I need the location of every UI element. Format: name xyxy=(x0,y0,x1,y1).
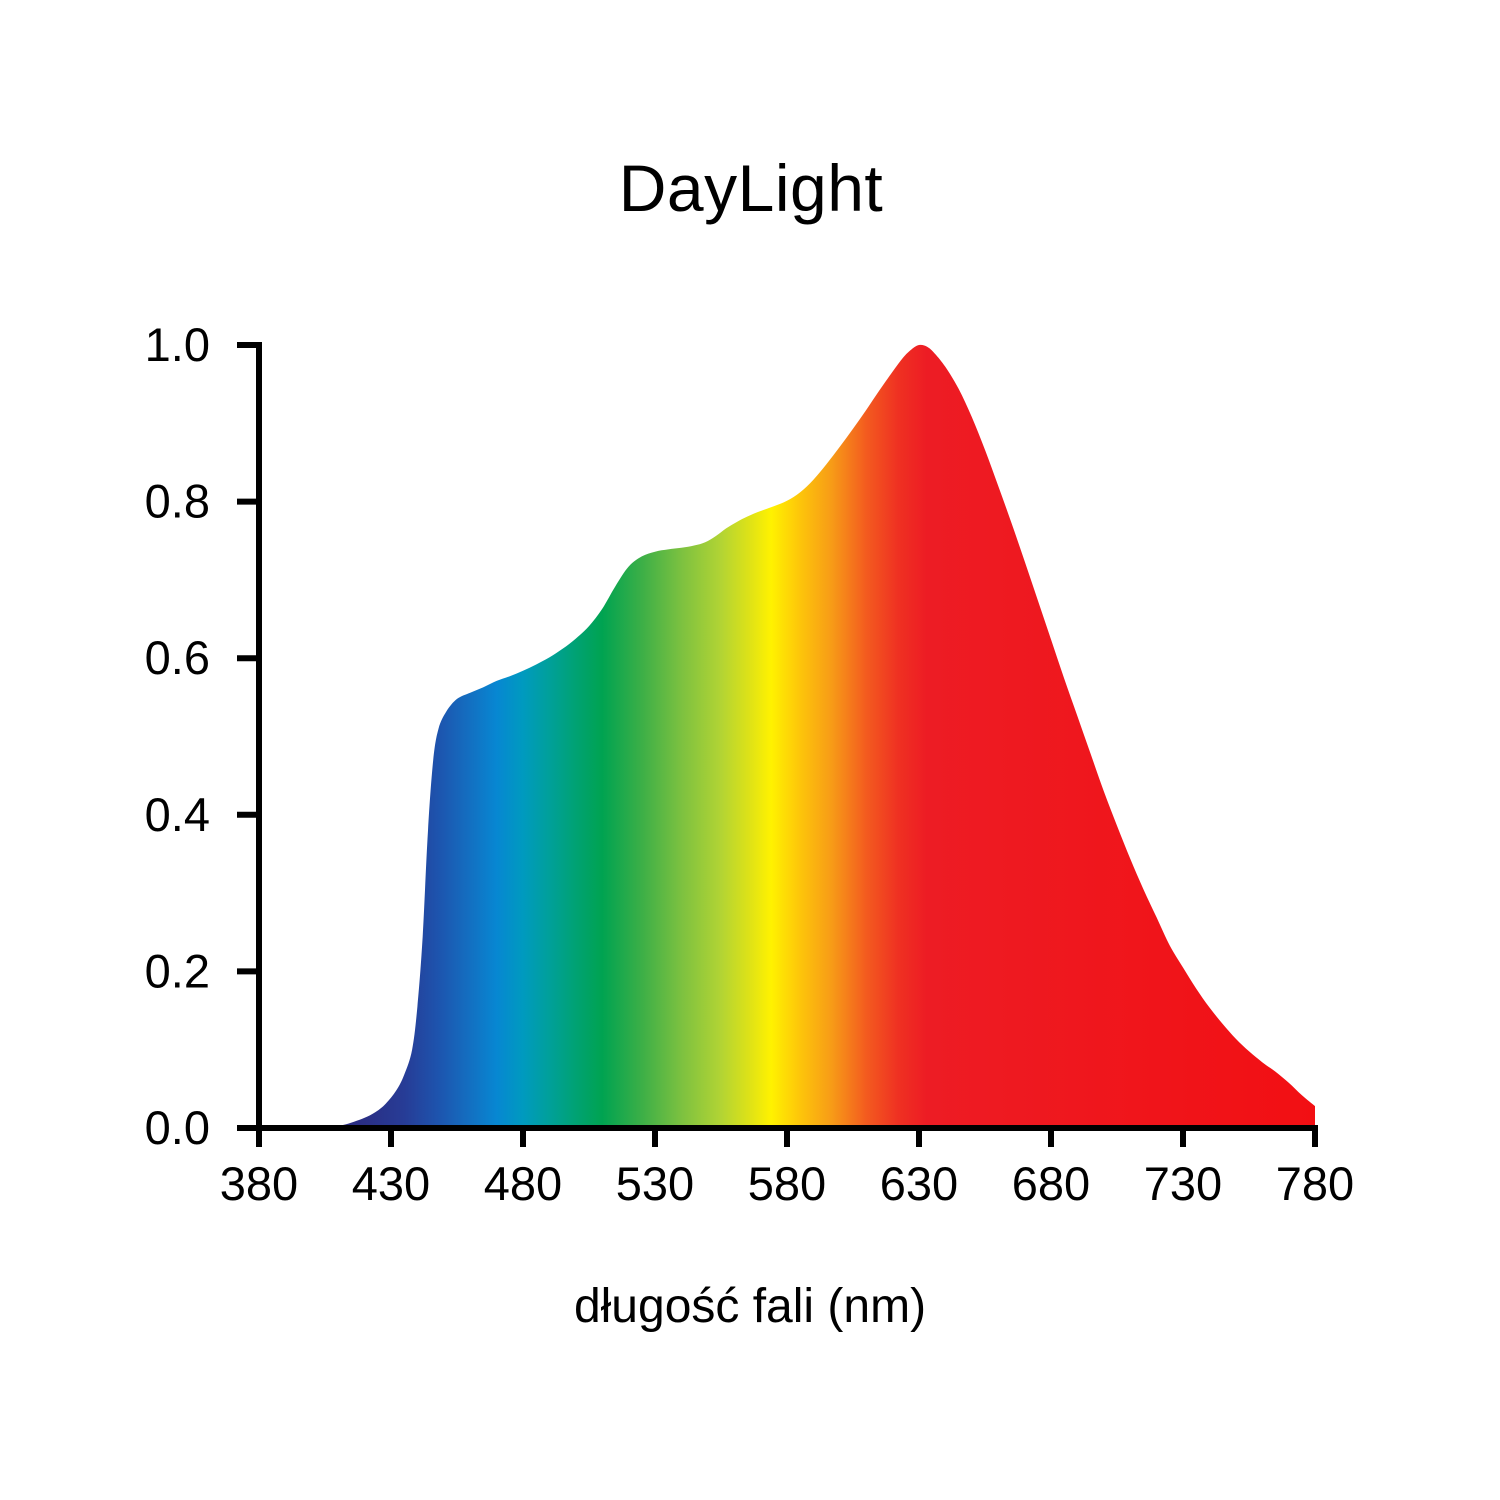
y-tick-label-0.0: 0.0 xyxy=(145,1101,210,1154)
chart-title: DayLight xyxy=(619,151,884,225)
y-tick-label-0.6: 0.6 xyxy=(145,631,210,684)
x-tick-label-480: 480 xyxy=(484,1157,562,1210)
y-tick-label-0.4: 0.4 xyxy=(145,788,210,841)
x-axis-ticks: 380 430 480 530 580 630 680 730 780 xyxy=(220,1128,1354,1210)
spectrum-area-fill xyxy=(325,344,1315,1128)
x-tick-label-730: 730 xyxy=(1144,1157,1222,1210)
y-axis-ticks: 0.0 0.2 0.4 0.6 0.8 1.0 xyxy=(145,318,259,1154)
y-tick-label-0.8: 0.8 xyxy=(145,475,210,528)
x-tick-label-530: 530 xyxy=(616,1157,694,1210)
x-tick-label-630: 630 xyxy=(880,1157,958,1210)
x-tick-label-680: 680 xyxy=(1012,1157,1090,1210)
x-tick-label-580: 580 xyxy=(748,1157,826,1210)
x-tick-label-780: 780 xyxy=(1276,1157,1354,1210)
y-tick-label-0.2: 0.2 xyxy=(145,944,210,997)
x-axis-title: długość fali (nm) xyxy=(574,1280,926,1333)
x-tick-label-380: 380 xyxy=(220,1157,298,1210)
y-tick-label-1.0: 1.0 xyxy=(145,318,210,371)
x-tick-label-430: 430 xyxy=(352,1157,430,1210)
